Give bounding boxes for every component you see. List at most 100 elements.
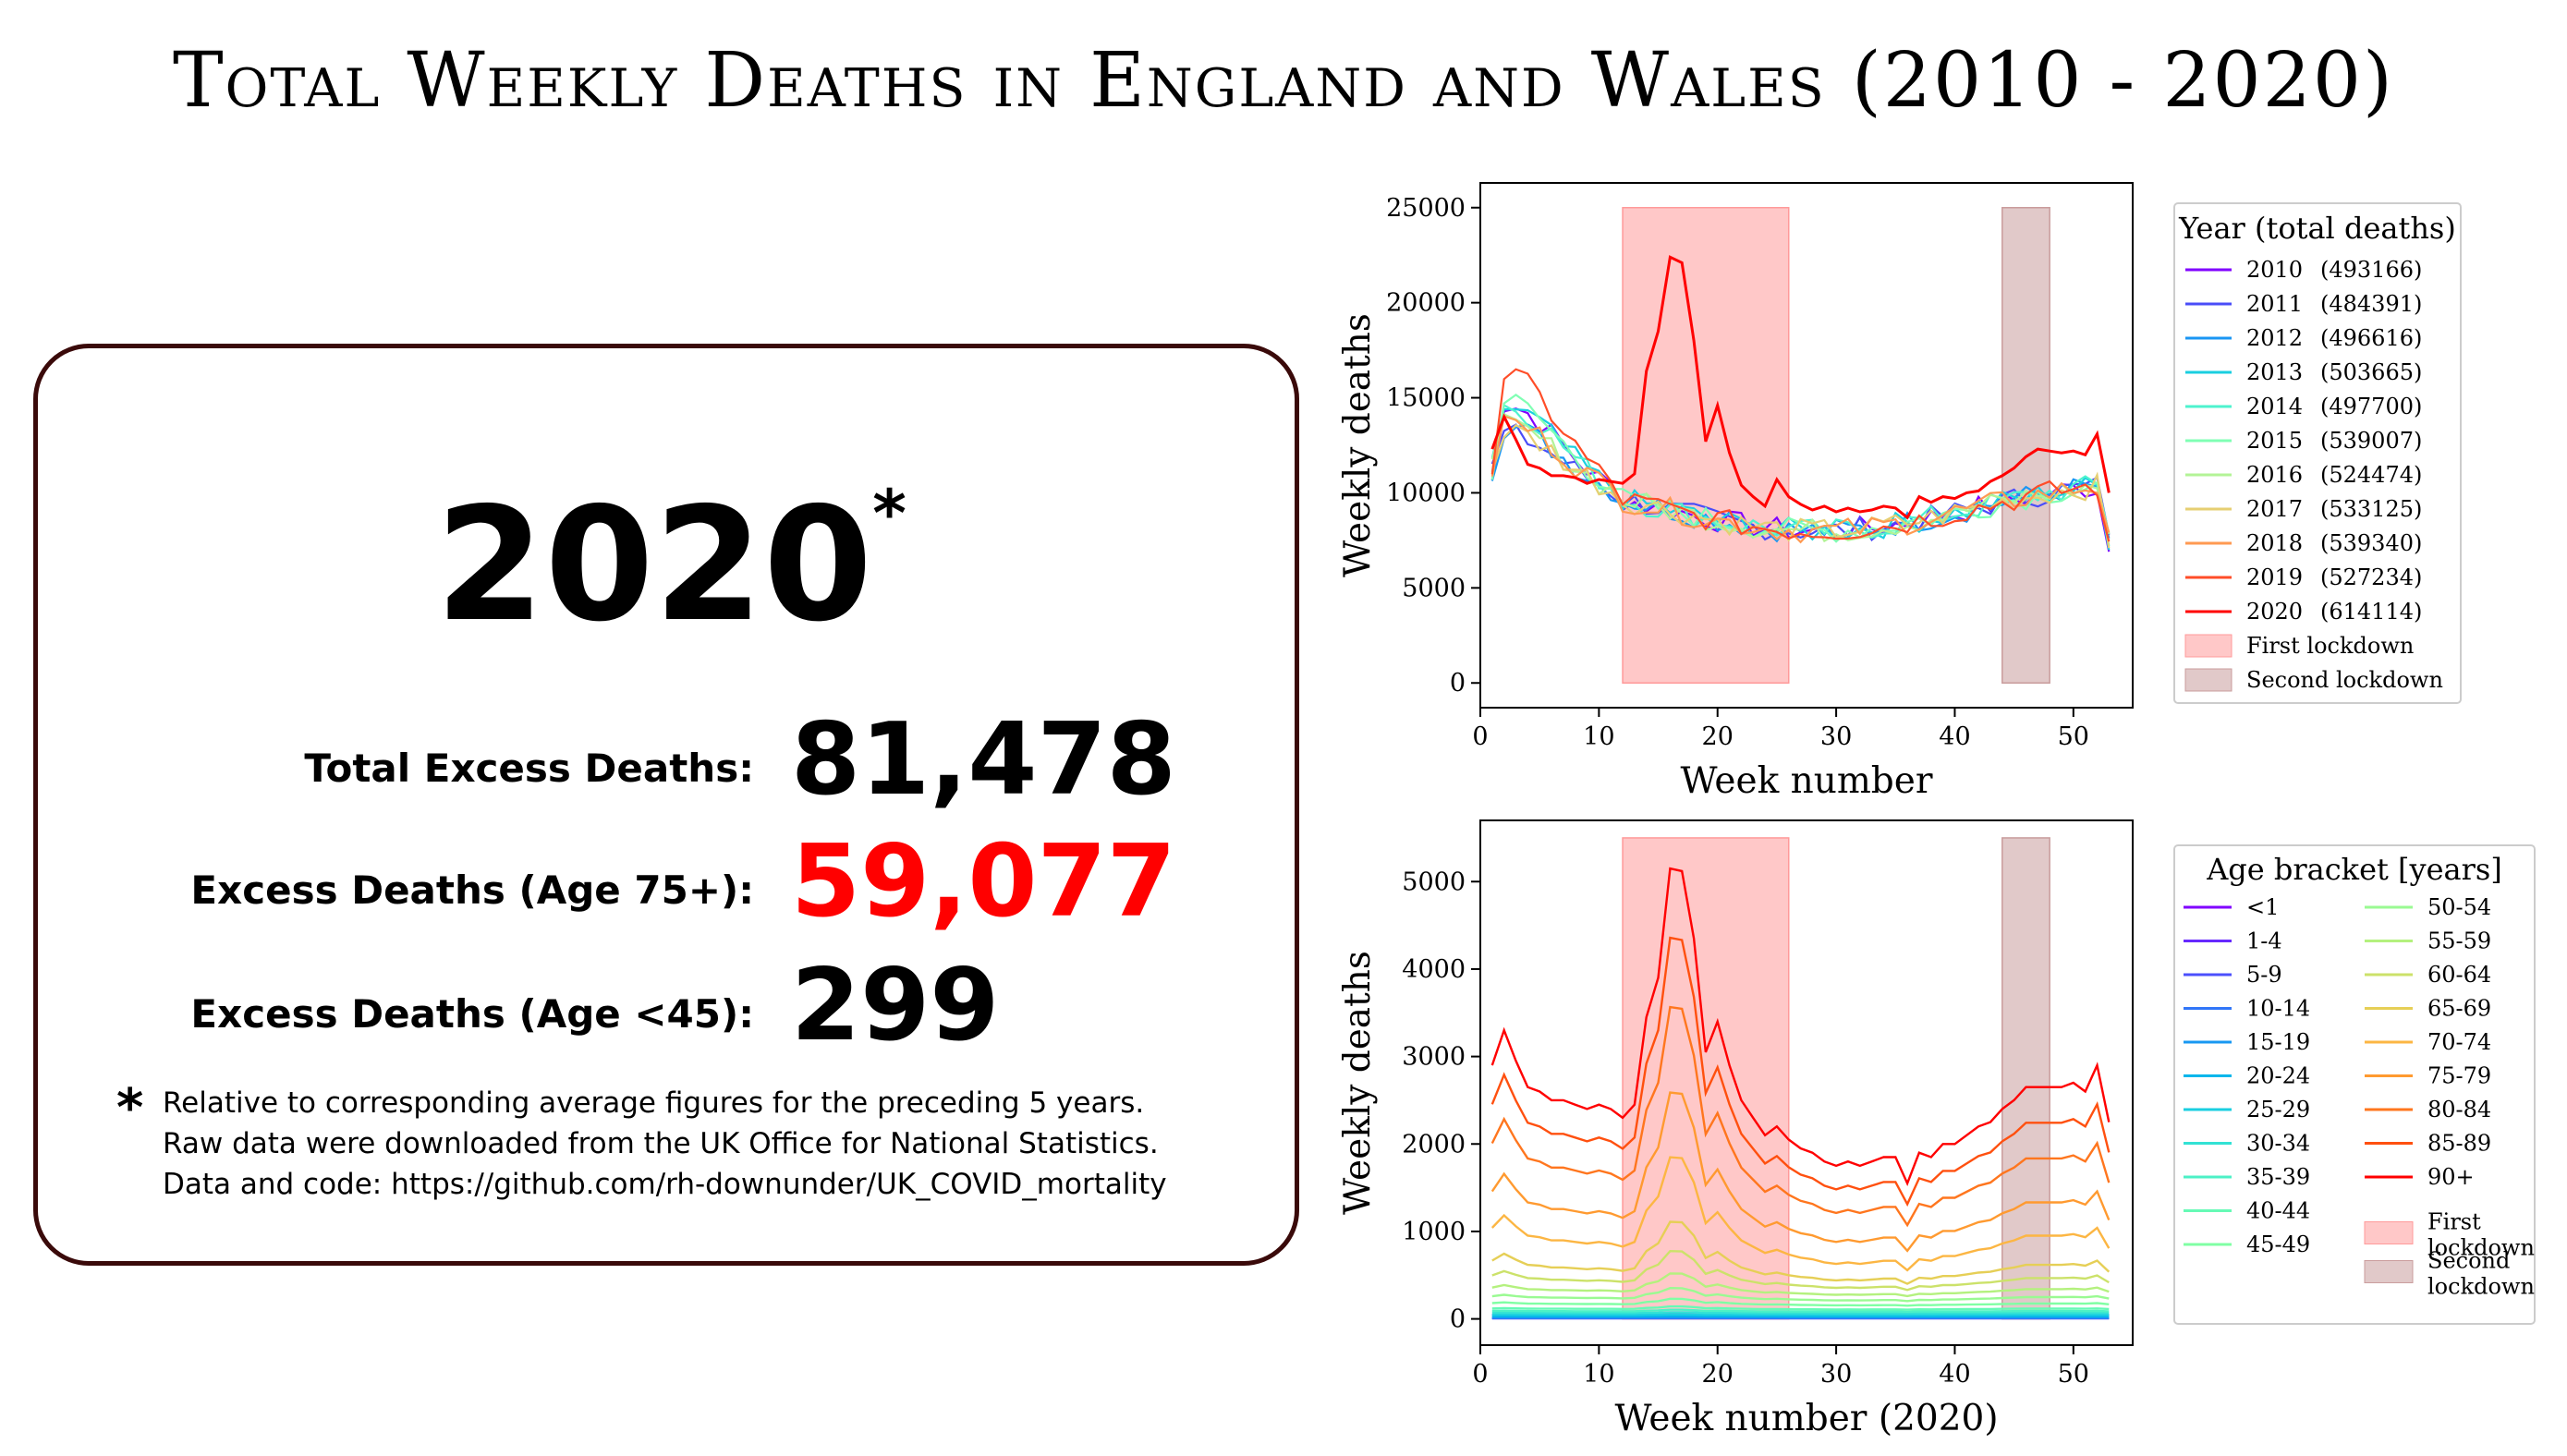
series-line-35-39 [1491,1308,2110,1314]
plot-frame [1479,819,2134,1346]
x-tick-label: 20 [1702,722,1734,751]
series-line-60-64 [1491,1249,2110,1292]
y-axis-label: Weekly deaths [1337,313,1379,577]
series-line-50-54 [1491,1286,2110,1303]
legend-box [2173,202,2462,704]
series-line-85-89 [1490,936,2111,1207]
x-axis-label: Week number [1681,760,1933,802]
plot-frame [1479,182,2134,709]
y-tick-label: 25000 [1386,194,1466,223]
footnote-line: Relative to corresponding average figure… [163,1086,1145,1120]
age75-excess-value: 59,077 [791,824,1176,940]
legend-swatch [2364,1221,2414,1244]
x-tick-label: 40 [1939,722,1970,751]
legend-entry-label: 55-59 [2427,928,2491,954]
legend-entry-label: 50-54 [2427,894,2491,920]
legend-entry-label: 80-84 [2427,1097,2491,1122]
y-axis-label: Weekly deaths [1337,951,1379,1215]
legend-swatch [2184,668,2232,692]
legend-entry-label: 2014 [2246,394,2303,419]
legend-box [2173,844,2536,1325]
legend-entry-label: 20-24 [2246,1063,2310,1089]
y-tick-label: 4000 [1402,955,1466,984]
series-line-75-79 [1490,1091,2111,1253]
series-line-80-84 [1490,1005,2111,1228]
first-lockdown-region [1622,837,1790,1320]
legend-entry-total: (496616) [2320,325,2422,351]
legend-entry-total: (493166) [2320,257,2422,283]
legend-entry-label: 60-64 [2427,962,2491,988]
legend-entry-label: 70-74 [2427,1029,2491,1055]
age75-excess-label: Excess Deaths (Age 75+): [190,868,754,913]
x-axis-label: Week number (2020) [1614,1398,1998,1439]
legend-entry-label: 2015 [2246,428,2303,454]
year-asterisk: * [872,476,906,552]
legend-swatch [2364,1259,2414,1283]
year-value: 2020 [435,474,873,657]
legend-entry-label: First lockdown [2246,633,2414,659]
y-tick-label: 10000 [1386,479,1466,507]
legend-entry-total: (524474) [2320,462,2422,488]
x-tick-label: 50 [2058,1360,2089,1389]
legend-entry-label: <1 [2246,894,2279,920]
legend-entry-label: 2019 [2246,564,2303,590]
legend-entry-label: 85-89 [2427,1131,2491,1157]
y-tick-label: 5000 [1402,574,1466,602]
series-line-2018 [1490,415,2111,544]
legend-title: Year (total deaths) [2178,211,2456,246]
legend: Year (total deaths) 2010 (493166) 2011 (4843… [2173,202,2462,704]
series-line-45-49 [1491,1297,2110,1307]
legend-entry-label: 65-69 [2427,996,2491,1022]
first-lockdown-region [1622,207,1790,684]
year-heading: 2020* [38,481,1304,644]
legend-entry-label: 40-44 [2246,1198,2310,1224]
x-tick-label: 20 [1702,1360,1734,1389]
y-tick-label: 2000 [1402,1130,1466,1159]
legend-swatch [2184,634,2232,658]
x-tick-label: 30 [1820,1360,1852,1389]
chart-1: 0 10 20 30 40 50 0 5000 10000 15000 20000 25000 Week… [1337,182,2462,802]
chart-2: 0 10 20 30 40 50 0 1000 2000 3000 4000 5000 Week num… [1337,819,2536,1439]
series-line-55-59 [1491,1272,2110,1298]
y-tick-label: 5000 [1402,868,1466,896]
legend-entry-label: lockdown [2427,1273,2535,1299]
legend-entry-total: (497700) [2320,394,2422,419]
x-tick-label: 40 [1939,1360,1970,1389]
x-tick-label: 50 [2058,722,2089,751]
footnote-asterisk: * [116,1078,144,1138]
legend-entry-label: 5-9 [2246,962,2282,988]
total-excess-value: 81,478 [791,702,1176,818]
legend-entry-label: 2016 [2246,462,2303,488]
second-lockdown-region [2001,207,2050,684]
legend-entry-total: (539340) [2320,530,2422,556]
legend-entry-label: 2018 [2246,530,2303,556]
series-line-2019 [1490,368,2111,542]
legend-entry-label: 75-79 [2427,1063,2491,1089]
series-line-2013 [1490,407,2111,551]
figure-title: Total Weekly Deaths in England and Wales… [172,37,2395,125]
series-line-2020 [1490,255,2111,520]
legend-entry-label: lockdown [2427,1235,2535,1261]
charts-area: 0 10 20 30 40 500500010000150002000025000Week… [1337,182,2536,1439]
x-tick-label: 0 [1472,1360,1488,1389]
series-line-25-29 [1491,1313,2110,1316]
legend-entry-total: (503665) [2320,359,2422,385]
y-tick-label: 0 [1450,669,1466,698]
legend-entry-label: 30-34 [2246,1131,2310,1157]
legend-entry-label: 2012 [2246,325,2303,351]
y-tick-label: 3000 [1402,1043,1466,1072]
series-line-70-74 [1490,1156,2111,1272]
legend-entry-label: 2010 [2246,257,2303,283]
legend-entry-label: First [2427,1209,2481,1235]
age45-excess-value: 299 [791,948,1000,1063]
legend-entry-total: (484391) [2320,291,2422,317]
legend-title: Age bracket [years] [2206,852,2502,887]
legend-entry-total: (527234) [2320,564,2422,590]
y-tick-label: 20000 [1386,289,1466,318]
x-tick-label: 0 [1472,722,1488,751]
legend-entry-label: 10-14 [2246,996,2310,1022]
series-line-65-69 [1491,1220,2111,1285]
legend-entry-label: Second lockdown [2246,667,2443,693]
second-lockdown-region [2001,837,2050,1320]
legend-entry-label: 2020 [2246,599,2303,625]
